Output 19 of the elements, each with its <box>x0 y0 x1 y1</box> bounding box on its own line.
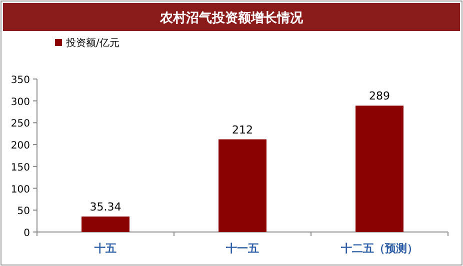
legend-label: 投资额/亿元 <box>65 37 120 49</box>
y-tick-label: 100 <box>10 184 30 196</box>
data-label: 289 <box>369 90 390 103</box>
data-label: 35.34 <box>90 200 122 214</box>
bar <box>82 216 130 232</box>
chart-title: 农村沼气投资额增长情况 <box>159 10 304 26</box>
x-tick-label: 十五 <box>94 242 116 255</box>
y-tick-label: 250 <box>10 118 30 130</box>
data-label: 212 <box>232 123 253 136</box>
y-tick-label: 150 <box>10 162 30 174</box>
y-tick-label: 0 <box>24 228 30 239</box>
x-tick-label: 十二五（预测） <box>340 242 418 255</box>
x-tick-label: 十一五 <box>225 242 259 255</box>
y-tick-label: 350 <box>10 75 30 86</box>
y-tick-label: 300 <box>10 96 30 108</box>
y-tick-label: 50 <box>17 206 30 218</box>
bar <box>218 139 266 232</box>
bar <box>356 106 404 232</box>
y-tick-label: 200 <box>10 140 30 152</box>
